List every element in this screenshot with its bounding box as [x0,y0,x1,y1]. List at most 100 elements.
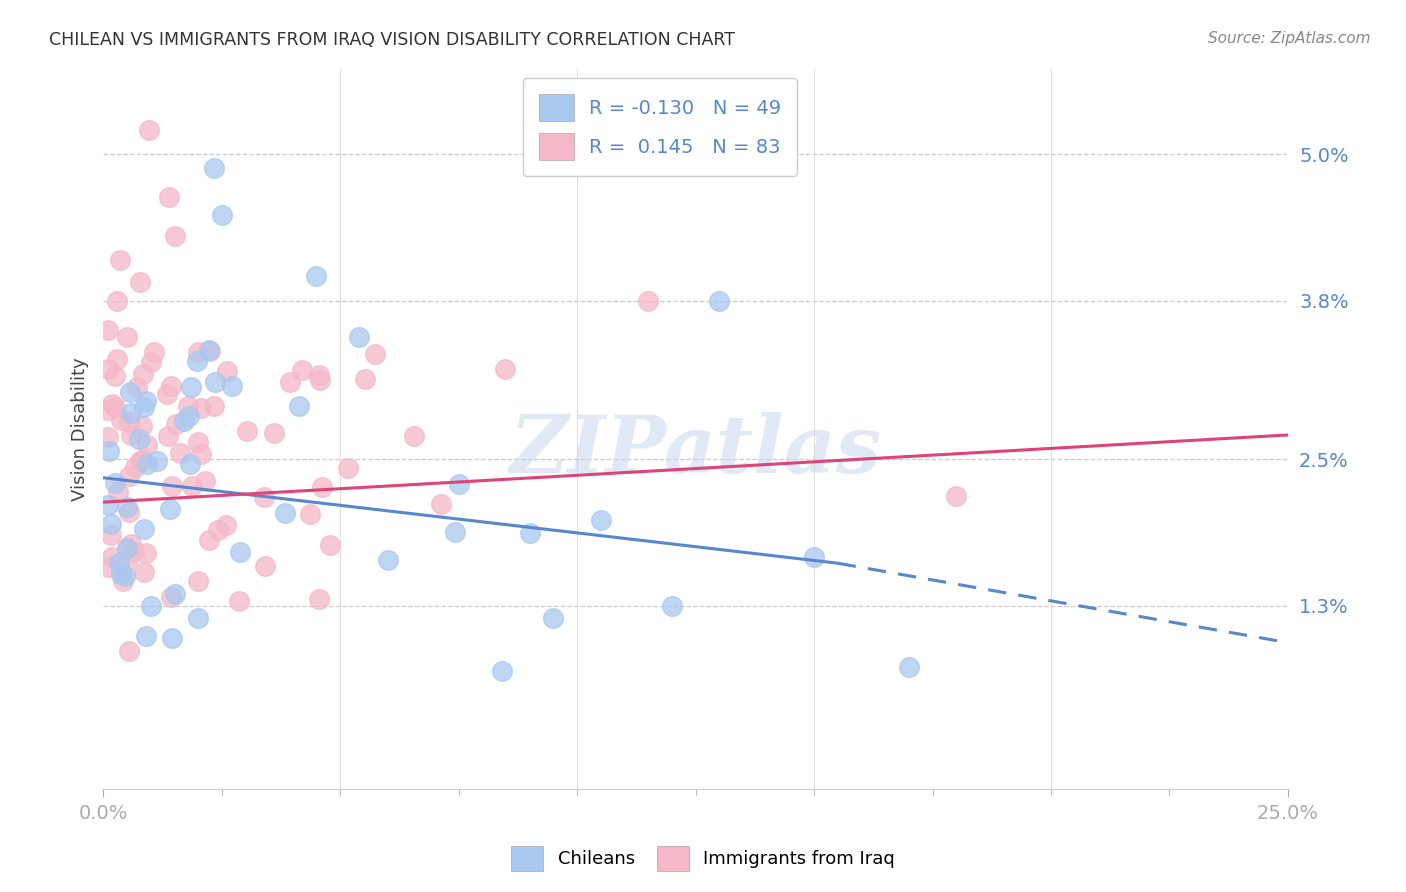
Point [288,399,311,413]
Point [139,599,162,613]
Point [200,344,222,359]
Point [253,490,276,504]
Text: CHILEAN VS IMMIGRANTS FROM IRAQ VISION DISABILITY CORRELATION CHART: CHILEAN VS IMMIGRANTS FROM IRAQ VISION D… [49,31,735,49]
Point [187,345,209,359]
Point [305,269,328,284]
Point [118,384,141,399]
Point [311,480,333,494]
Point [519,525,541,540]
Point [204,399,226,413]
Point [118,505,141,519]
Point [101,397,124,411]
Point [180,380,202,394]
Point [156,386,179,401]
Legend: Chileans, Immigrants from Iraq: Chileans, Immigrants from Iraq [503,838,903,879]
Point [198,343,221,358]
Point [107,485,129,500]
Point [104,369,127,384]
Point [637,293,659,308]
Point [143,344,166,359]
Point [190,447,212,461]
Point [430,497,453,511]
Legend: R = -0.130   N = 49, R =  0.145   N = 83: R = -0.130 N = 49, R = 0.145 N = 83 [523,78,797,176]
Point [115,542,138,557]
Point [353,372,375,386]
Point [117,553,139,567]
Y-axis label: Vision Disability: Vision Disability [72,357,89,500]
Point [318,538,340,552]
Point [204,375,226,389]
Point [491,664,513,678]
Text: ZIPatlas: ZIPatlas [509,412,882,489]
Point [103,400,125,414]
Point [187,434,209,449]
Point [132,400,155,414]
Point [97,560,120,574]
Point [132,522,155,536]
Point [945,489,967,503]
Point [190,401,212,415]
Point [115,500,138,514]
Point [207,523,229,537]
Point [228,594,250,608]
Point [136,457,159,471]
Point [235,424,257,438]
Point [494,362,516,376]
Point [120,406,142,420]
Point [211,208,233,222]
Point [337,461,360,475]
Point [122,545,145,559]
Point [309,373,332,387]
Point [120,428,142,442]
Point [263,425,285,440]
Point [118,468,141,483]
Point [118,415,141,429]
Point [709,293,731,308]
Point [105,352,128,367]
Point [128,432,150,446]
Point [132,565,155,579]
Point [661,599,683,613]
Point [157,190,180,204]
Point [125,380,148,394]
Point [308,368,330,383]
Point [274,506,297,520]
Point [111,574,134,589]
Point [160,591,183,605]
Point [187,574,209,588]
Point [118,644,141,658]
Point [108,253,131,268]
Point [377,553,399,567]
Point [589,513,612,527]
Point [160,631,183,645]
Point [135,629,157,643]
Point [139,354,162,368]
Point [444,525,467,540]
Point [187,611,209,625]
Point [135,546,157,560]
Point [169,446,191,460]
Point [114,569,136,583]
Point [165,587,187,601]
Point [115,541,138,555]
Point [124,459,146,474]
Point [308,592,330,607]
Point [157,429,180,443]
Point [215,364,238,378]
Point [165,417,187,432]
Point [173,414,195,428]
Point [135,393,157,408]
Point [131,367,153,381]
Point [97,498,120,512]
Point [97,323,120,337]
Point [110,412,132,426]
Point [177,399,200,413]
Point [278,375,301,389]
Point [160,379,183,393]
Point [104,476,127,491]
Point [97,444,120,458]
Point [97,361,120,376]
Point [543,611,565,625]
Point [897,660,920,674]
Point [291,363,314,377]
